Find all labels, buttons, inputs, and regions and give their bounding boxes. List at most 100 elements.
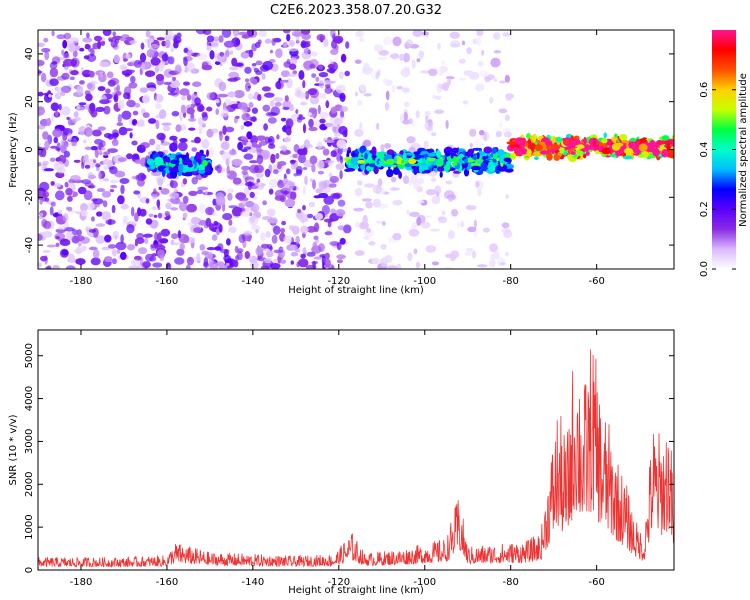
spectrogram-noise-blob	[424, 215, 432, 219]
spectrogram-noise-blob	[164, 39, 171, 49]
spectrogram-noise-blob	[237, 141, 244, 151]
spectrogram-noise-blob	[337, 225, 345, 231]
spectrogram-noise-blob	[325, 100, 330, 109]
spectrogram-noise-blob	[327, 63, 335, 69]
spectrogram-noise-blob	[372, 185, 383, 194]
spectrogram-noise-blob	[389, 53, 400, 59]
spectrogram-noise-blob	[225, 158, 230, 167]
spectrogram-x-tick-label: -120	[327, 276, 350, 287]
spectrogram-noise-blob	[447, 230, 455, 240]
spectrogram-noise-blob	[191, 176, 198, 185]
spectrogram-noise-blob	[85, 226, 89, 233]
spectrogram-signal-blob	[534, 144, 543, 152]
spectrogram-noise-blob	[155, 144, 161, 153]
spectrogram-noise-blob	[273, 225, 281, 235]
spectrogram-noise-blob	[56, 34, 66, 40]
spectrogram-noise-blob	[218, 224, 223, 233]
spectrogram-noise-blob	[94, 148, 99, 158]
spectrogram-noise-blob	[117, 195, 125, 205]
spectrogram-noise-blob	[102, 154, 109, 159]
spectrogram-noise-blob	[302, 123, 307, 134]
spectrogram-noise-blob	[267, 138, 273, 143]
spectrogram-noise-blob	[78, 242, 82, 247]
spectrogram-noise-blob	[238, 234, 246, 244]
spectrogram-noise-blob	[53, 136, 59, 144]
spectrogram-blobs	[38, 30, 674, 269]
spectrogram-signal-blob	[450, 153, 454, 159]
spectrogram-noise-blob	[464, 251, 473, 256]
spectrogram-noise-blob	[328, 183, 337, 188]
spectrogram-noise-blob	[489, 96, 494, 104]
spectrogram-noise-blob	[147, 38, 151, 49]
spectrogram-noise-blob	[223, 265, 228, 269]
spectrogram-noise-blob	[493, 78, 498, 83]
spectrogram-noise-blob	[245, 82, 251, 92]
spectrogram-noise-blob	[303, 139, 311, 150]
spectrogram-noise-blob	[404, 101, 410, 108]
spectrogram-x-tick-label: -160	[156, 276, 179, 287]
spectrogram-noise-blob	[227, 192, 233, 201]
spectrogram-noise-blob	[218, 35, 224, 43]
spectrogram-noise-blob	[158, 186, 162, 190]
spectrogram-noise-blob	[51, 61, 58, 65]
spectrogram-noise-blob	[335, 84, 346, 94]
spectrogram-noise-blob	[300, 253, 306, 259]
spectrogram-noise-blob	[62, 39, 68, 49]
spectrogram-noise-blob	[80, 202, 88, 212]
spectrogram-noise-blob	[460, 220, 464, 228]
spectrogram-noise-blob	[324, 258, 331, 268]
spectrogram-noise-blob	[503, 128, 512, 132]
spectrogram-noise-blob	[159, 254, 165, 262]
spectrogram-noise-blob	[194, 136, 201, 144]
spectrogram-signal-blob	[480, 162, 487, 172]
spectrogram-signal-blob	[652, 147, 660, 157]
spectrogram-noise-blob	[99, 71, 104, 78]
spectrogram-noise-blob	[495, 130, 502, 138]
spectrogram-noise-blob	[430, 132, 437, 137]
spectrogram-noise-blob	[226, 165, 230, 175]
spectrogram-noise-blob	[336, 259, 343, 264]
snr-x-tick-label: -120	[327, 577, 350, 588]
spectrogram-noise-blob	[401, 85, 411, 96]
spectrogram-noise-blob	[399, 53, 405, 61]
spectrogram-signal-blob	[206, 149, 209, 157]
spectrogram-noise-blob	[244, 181, 255, 187]
spectrogram-noise-blob	[136, 178, 145, 187]
spectrogram-noise-blob	[285, 168, 291, 175]
spectrogram-noise-blob	[142, 112, 150, 118]
spectrogram-noise-blob	[315, 76, 320, 82]
spectrogram-noise-blob	[103, 151, 111, 155]
spectrogram-noise-blob	[289, 103, 294, 112]
spectrogram-noise-blob	[38, 162, 42, 167]
spectrogram-noise-blob	[140, 42, 145, 50]
spectrogram-noise-blob	[179, 138, 188, 143]
spectrogram-noise-blob	[117, 113, 122, 124]
spectrogram-noise-blob	[201, 64, 213, 71]
spectrogram-noise-blob	[361, 198, 372, 202]
spectrogram-noise-blob	[92, 198, 104, 205]
spectrogram-noise-blob	[354, 187, 363, 197]
spectrogram-noise-blob	[257, 94, 262, 101]
spectrogram-noise-blob	[365, 201, 373, 209]
spectrogram-noise-blob	[103, 178, 109, 182]
spectrogram-noise-blob	[256, 178, 261, 184]
spectrogram-noise-blob	[238, 31, 249, 36]
spectrogram-noise-blob	[100, 40, 106, 46]
spectrogram-noise-blob	[465, 205, 477, 211]
spectrogram-signal-blob	[532, 133, 537, 141]
spectrogram-noise-blob	[135, 174, 140, 181]
spectrogram-noise-blob	[330, 106, 337, 114]
spectrogram-noise-blob	[306, 251, 316, 257]
spectrogram-noise-blob	[266, 208, 276, 217]
spectrogram-noise-blob	[50, 102, 60, 111]
spectrogram-noise-blob	[466, 47, 472, 55]
spectrogram-noise-blob	[489, 243, 498, 253]
spectrogram-noise-blob	[309, 178, 314, 182]
spectrogram-noise-blob	[262, 200, 267, 206]
spectrogram-noise-blob	[297, 258, 309, 268]
spectrogram-noise-blob	[315, 188, 323, 194]
spectrogram-noise-blob	[126, 224, 135, 234]
spectrogram-noise-blob	[132, 110, 139, 116]
spectrogram-noise-blob	[262, 104, 271, 112]
spectrogram-noise-blob	[166, 33, 176, 38]
